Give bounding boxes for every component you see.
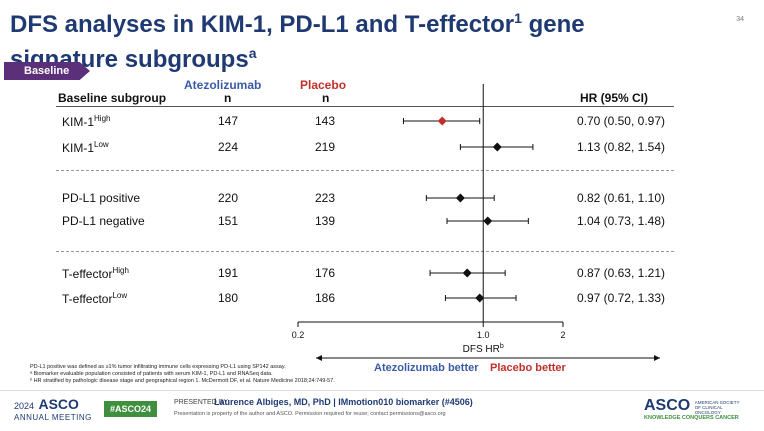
hr-point	[483, 216, 493, 226]
asco-meeting-logo: 2024 ASCO ANNUAL MEETING	[14, 396, 92, 423]
hr-ci-value: 0.97 (0.72, 1.33)	[576, 291, 665, 305]
atezo-n-value: 191	[218, 266, 239, 280]
header-divider	[56, 106, 674, 107]
presented-by-label: PRESENTED BY:	[174, 399, 230, 406]
title-sup1: 1	[514, 10, 522, 26]
x-axis-label: DFS HRb	[463, 343, 504, 355]
atezo-n-value: 180	[218, 291, 239, 305]
x-axis-label-sup: b	[500, 343, 504, 350]
subgroup-label: T-effectorHigh	[62, 266, 129, 281]
hr-ci-value: 0.82 (0.61, 1.10)	[576, 191, 665, 205]
subgroup-label: KIM-1Low	[62, 140, 109, 155]
slide-title: DFS analyses in KIM-1, PD-L1 and T-effec…	[10, 4, 710, 74]
header-placebo-n: n	[322, 91, 330, 105]
header-hr: HR (95% CI)	[580, 91, 649, 105]
subgroup-name: PD-L1 positive	[62, 191, 141, 205]
disclaimer: Presentation is property of the author a…	[174, 411, 446, 417]
placebo-n-value: 186	[315, 291, 336, 305]
asco-name: ASCO	[38, 396, 79, 412]
baseline-badge: Baseline	[4, 62, 90, 80]
subgroup-sup: High	[94, 114, 111, 123]
asco-meeting: ANNUAL MEETING	[14, 413, 92, 422]
hr-ci-value: 0.87 (0.63, 1.21)	[576, 266, 665, 280]
subgroup-name: T-effector	[62, 267, 113, 281]
hr-ci-value: 1.04 (0.73, 1.48)	[576, 214, 665, 228]
atezo-n-value: 224	[218, 140, 239, 154]
header-atezo-n: n	[224, 91, 232, 105]
hashtag-badge: #ASCO24	[104, 401, 158, 417]
placebo-n-value: 176	[315, 266, 336, 280]
subgroup-sup: High	[112, 266, 129, 275]
forest-plot: 0.2 1.0 2 DFS HRb	[292, 84, 660, 361]
subgroup-label: PD-L1 positive	[62, 191, 140, 205]
subgroup-name: PD-L1 negative	[62, 214, 145, 228]
placebo-n-value: 223	[315, 191, 336, 205]
group-separator	[56, 251, 674, 252]
atezo-n-value: 220	[218, 191, 239, 205]
page-number: 34	[736, 16, 744, 23]
placebo-n-value: 219	[315, 140, 336, 154]
asco-society-logo: ASCO AMERICAN SOCIETY OF CLINICAL ONCOLO…	[644, 397, 745, 421]
right-logo-sub: AMERICAN SOCIETY OF CLINICAL ONCOLOGY	[694, 400, 740, 415]
header-placebo: Placebo	[300, 78, 347, 92]
footnote-3: ᵇ HR stratified by pathologic disease st…	[30, 378, 335, 384]
placebo-n-value: 143	[315, 114, 336, 128]
subgroup-name: KIM-1	[62, 115, 95, 129]
hr-point	[492, 142, 502, 152]
x-tick-label: 1.0	[477, 330, 490, 340]
title-sup2: a	[248, 45, 257, 61]
title-line1-end: gene	[521, 11, 585, 38]
header-subgroup: Baseline subgroup	[58, 91, 167, 105]
presenter-info: Laurence Albiges, MD, PhD | IMmotion010 …	[214, 397, 473, 407]
favours-arrow-right	[654, 355, 660, 361]
subgroup-label: KIM-1High	[62, 114, 110, 129]
right-logo: ASCO	[644, 397, 691, 414]
subgroup-name: T-effector	[62, 292, 113, 306]
asco-year: 2024	[14, 401, 35, 411]
atezo-n-value: 151	[218, 214, 239, 228]
favours-atezolizumab: Atezolizumab better	[374, 362, 479, 374]
hr-point	[475, 293, 485, 303]
favours-arrow-left	[316, 355, 322, 361]
footer-bar: 2024 ASCO ANNUAL MEETING #ASCO24 PRESENT…	[0, 390, 764, 431]
hr-point	[462, 268, 472, 278]
favours-placebo: Placebo better	[490, 362, 566, 374]
hr-ci-value: 1.13 (0.82, 1.54)	[576, 140, 665, 154]
footnote-1: PD-L1 positive was defined as ≥1% tumor …	[30, 364, 286, 370]
hr-point	[437, 116, 447, 126]
title-line1: DFS analyses in KIM-1, PD-L1 and T-effec…	[10, 11, 515, 38]
hr-ci-value: 0.70 (0.50, 0.97)	[576, 114, 665, 128]
subgroup-label: T-effectorLow	[62, 291, 127, 306]
atezo-n-value: 147	[218, 114, 239, 128]
footnote-2: ᵃ Biomarker evaluable population consist…	[30, 371, 273, 377]
right-tagline: KNOWLEDGE CONQUERS CANCER	[644, 415, 739, 421]
group-separator	[56, 170, 674, 171]
subgroup-name: KIM-1	[62, 141, 95, 155]
subgroup-sup: Low	[94, 140, 109, 149]
x-tick-label: 0.2	[292, 330, 305, 340]
x-tick-label: 2	[560, 330, 565, 340]
placebo-n-value: 139	[315, 214, 336, 228]
footnotes: PD-L1 positive was defined as ≥1% tumor …	[30, 364, 360, 385]
header-atezolizumab: Atezolizumab	[184, 78, 262, 92]
subgroup-sup: Low	[112, 291, 128, 300]
hr-point	[455, 193, 465, 203]
subgroup-label: PD-L1 negative	[62, 214, 145, 228]
